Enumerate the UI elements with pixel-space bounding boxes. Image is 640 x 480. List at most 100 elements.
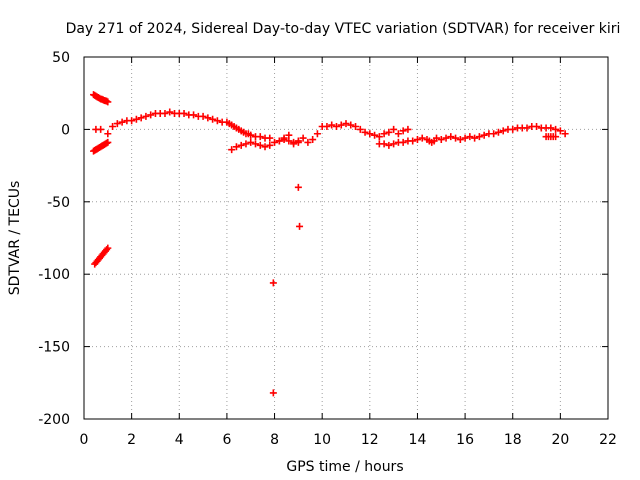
data-point xyxy=(109,123,117,131)
axis-ticks: 0 2 4 6 8 10 12 14 16 18 20 22 50 0 -50 -100 -150 -200 xyxy=(38,50,617,448)
data-point xyxy=(523,124,531,132)
data-point xyxy=(142,112,150,120)
data-point xyxy=(128,117,136,125)
data-point xyxy=(413,136,421,144)
x-tick-label: 6 xyxy=(222,432,231,448)
data-point xyxy=(394,130,402,138)
series-late-lower xyxy=(542,133,560,141)
data-point xyxy=(247,138,255,146)
data-point xyxy=(294,137,302,145)
x-tick-label: 0 xyxy=(80,432,89,448)
x-tick-label: 22 xyxy=(599,432,617,448)
data-point xyxy=(399,127,407,135)
data-point xyxy=(437,136,445,144)
x-tick-label: 16 xyxy=(456,432,474,448)
data-point xyxy=(213,117,221,125)
data-point xyxy=(132,115,140,123)
x-tick-label: 2 xyxy=(127,432,136,448)
data-point xyxy=(256,133,264,141)
data-point xyxy=(447,133,455,141)
x-tick-label: 4 xyxy=(175,432,184,448)
data-point xyxy=(561,130,569,138)
data-point xyxy=(261,143,269,151)
data-point xyxy=(113,120,121,128)
data-point xyxy=(361,128,369,136)
data-point xyxy=(104,138,112,146)
data-point xyxy=(347,121,355,129)
data-point xyxy=(299,134,307,142)
x-tick-label: 18 xyxy=(504,432,522,448)
data-point xyxy=(509,125,517,133)
data-point xyxy=(285,131,293,139)
x-axis-label: GPS time / hours xyxy=(286,459,403,475)
data-point xyxy=(475,133,483,141)
y-axis-label: SDTVAR / TECUs xyxy=(7,181,23,296)
data-point xyxy=(409,137,417,145)
series-early-low-arc xyxy=(90,138,112,155)
x-tick-label: 12 xyxy=(361,432,379,448)
data-point xyxy=(97,125,105,133)
data-point xyxy=(180,109,188,117)
y-tick-label: 50 xyxy=(52,50,70,66)
series-outliers xyxy=(269,183,304,397)
data-point xyxy=(399,138,407,146)
x-tick-label: 20 xyxy=(551,432,569,448)
data-point xyxy=(371,131,379,139)
data-point xyxy=(328,121,336,129)
data-point xyxy=(269,389,277,397)
series-mid-day xyxy=(247,120,412,148)
data-point xyxy=(137,114,145,122)
data-point xyxy=(461,134,469,142)
chart-title: Day 271 of 2024, Sidereal Day-to-day VTE… xyxy=(66,21,621,37)
data-point xyxy=(313,130,321,138)
grid xyxy=(84,57,608,419)
data-point xyxy=(452,134,460,142)
data-point xyxy=(499,127,507,135)
data-point xyxy=(190,111,198,119)
data-point xyxy=(380,130,388,138)
data-point xyxy=(304,138,312,146)
data-point xyxy=(404,125,412,133)
data-point xyxy=(104,244,112,252)
y-tick-label: 0 xyxy=(61,122,70,138)
data-point xyxy=(296,222,304,230)
data-point xyxy=(266,141,274,149)
data-point xyxy=(118,118,126,126)
data-point xyxy=(385,141,393,149)
y-tick-label: -100 xyxy=(38,267,70,283)
data-point xyxy=(556,127,564,135)
data-point xyxy=(228,146,236,154)
series-afternoon xyxy=(375,123,569,149)
data-point xyxy=(356,125,364,133)
data-point xyxy=(271,138,279,146)
plot-frame xyxy=(83,56,609,420)
data-point xyxy=(385,128,393,136)
data-points xyxy=(90,91,569,397)
data-point xyxy=(494,128,502,136)
y-tick-label: -150 xyxy=(38,340,70,356)
data-point xyxy=(247,131,255,139)
data-point xyxy=(390,125,398,133)
data-point xyxy=(209,115,217,123)
data-point xyxy=(375,133,383,141)
data-point xyxy=(161,109,169,117)
x-tick-label: 8 xyxy=(270,432,279,448)
data-point xyxy=(380,140,388,148)
data-point xyxy=(237,141,245,149)
data-point xyxy=(490,130,498,138)
data-point xyxy=(533,123,541,131)
data-point xyxy=(323,123,331,131)
data-point xyxy=(332,123,340,131)
x-tick-label: 10 xyxy=(313,432,331,448)
data-point xyxy=(366,130,374,138)
data-point xyxy=(103,246,111,254)
data-point xyxy=(552,125,560,133)
data-point xyxy=(418,134,426,142)
data-point xyxy=(290,140,298,148)
data-point xyxy=(104,98,112,106)
data-point xyxy=(471,134,479,142)
data-point xyxy=(251,140,259,148)
series-early-high-arc xyxy=(90,91,112,106)
x-tick-label: 14 xyxy=(409,432,427,448)
